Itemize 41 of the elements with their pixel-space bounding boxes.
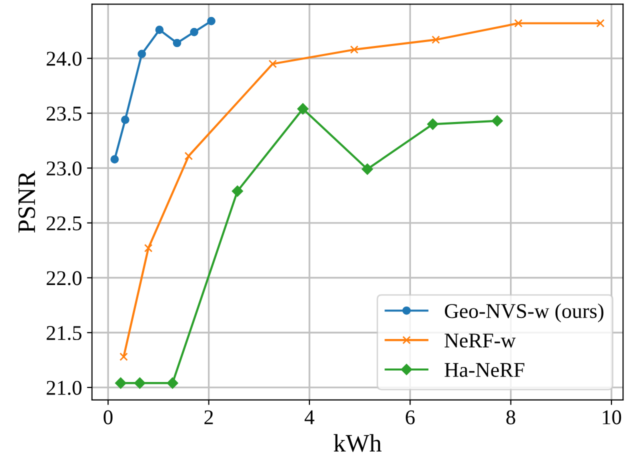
point	[138, 50, 146, 58]
y-tick-label: 22.5	[46, 216, 82, 230]
point	[514, 19, 523, 28]
legend-label: Ha-NeRF	[444, 363, 524, 377]
legend-label: NeRF-w	[444, 334, 516, 348]
point	[427, 118, 438, 130]
x-tick-label: 8	[506, 410, 516, 424]
x-tick-label: 6	[406, 410, 415, 424]
point	[297, 103, 309, 114]
point	[492, 115, 503, 126]
y-axis-title: PSNR	[18, 170, 36, 233]
point	[155, 26, 164, 34]
x-tick-label: 0	[104, 410, 113, 424]
y-tick-label: 24.0	[46, 52, 82, 66]
x-axis-title: kWh	[334, 434, 382, 452]
x-tick-label: 4	[304, 410, 314, 424]
point	[166, 377, 178, 389]
point	[207, 16, 216, 26]
point	[120, 352, 128, 361]
point	[110, 155, 119, 164]
point	[115, 377, 126, 389]
y-tick-label: 23.5	[46, 106, 82, 121]
point	[596, 19, 605, 28]
x-tick-label: 10	[602, 410, 622, 424]
y-tick-label: 22.0	[46, 271, 82, 286]
point	[432, 36, 440, 44]
point	[134, 377, 146, 389]
point	[350, 45, 358, 54]
y-tick-label: 21.0	[46, 380, 82, 395]
x-tick-label: 2	[204, 410, 213, 424]
point	[172, 38, 182, 48]
point	[268, 60, 277, 68]
point	[362, 164, 373, 175]
y-tick-label: 21.5	[46, 326, 82, 340]
point	[144, 244, 153, 252]
point	[184, 152, 193, 160]
y-tick-label: 23.0	[46, 161, 82, 176]
point	[121, 116, 130, 124]
point	[190, 28, 198, 36]
legend-label: Geo-NVS-w (ours)	[444, 303, 604, 322]
point	[232, 185, 244, 197]
